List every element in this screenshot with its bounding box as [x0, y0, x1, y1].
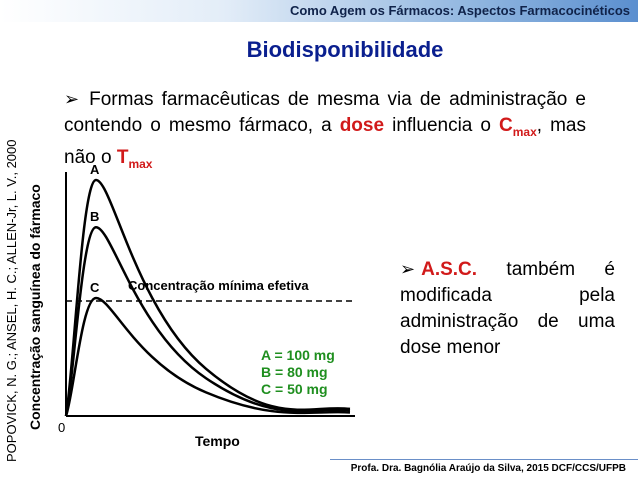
tmax-term: Tmax: [116, 146, 153, 171]
bullet-text-b: influencia o: [384, 115, 500, 136]
curve-label-a: A: [90, 162, 100, 177]
x-axis-label: Tempo: [195, 433, 240, 449]
curve-a: [64, 178, 351, 417]
curve-label-c: C: [90, 280, 100, 295]
cmax-term: Cmax: [499, 115, 537, 139]
dose-c: C = 50 mg: [261, 381, 328, 397]
reference-citation: POPOVICK, N. G.; ANSEL, H. C.; ALLEN-Jr,…: [4, 139, 19, 463]
concentration-chart: Concentração sanguínea do fármaco 0 Temp…: [30, 162, 355, 449]
slide-title: Biodisponibilidade: [246, 37, 444, 62]
footer-divider: [330, 459, 638, 460]
curve-b: [64, 225, 351, 417]
curve-c: [64, 296, 351, 417]
header-bar: Como Agem os Fármacos: Aspectos Farmacoc…: [0, 0, 638, 22]
footer-credit: Profa. Dra. Bagnólia Araújo da Silva, 20…: [350, 463, 626, 474]
bullet-formas: ➢ Formas farmacêuticas de mesma via de ad…: [64, 86, 586, 177]
dose-legend: A = 100 mg B = 80 mg C = 50 mg: [261, 347, 335, 398]
dose-a: A = 100 mg: [261, 347, 335, 363]
y-axis-label: Concentração sanguínea do fármaco: [30, 184, 43, 430]
bullet-text-c: , mas não o: [64, 115, 586, 168]
asc-term: A.S.C.: [421, 259, 478, 280]
bullet-asc: ➢ A.S.C. também é modificada pela adminis…: [400, 256, 615, 361]
header-title: Como Agem os Fármacos: Aspectos Farmacoc…: [289, 3, 630, 18]
bullet-arrow-icon: ➢: [64, 89, 80, 109]
bullet-text-a: Formas farmacêuticas de mesma via de adm…: [64, 89, 586, 136]
origin-label: 0: [58, 420, 65, 435]
asc-text: também é modificada pela administração d…: [400, 259, 615, 358]
threshold-label: Concentração mínima efetiva: [128, 278, 309, 293]
curve-label-b: B: [90, 209, 99, 224]
bullet-arrow-icon: ➢: [400, 259, 416, 279]
dose-b: B = 80 mg: [261, 364, 328, 380]
dose-term: dose: [339, 115, 385, 136]
